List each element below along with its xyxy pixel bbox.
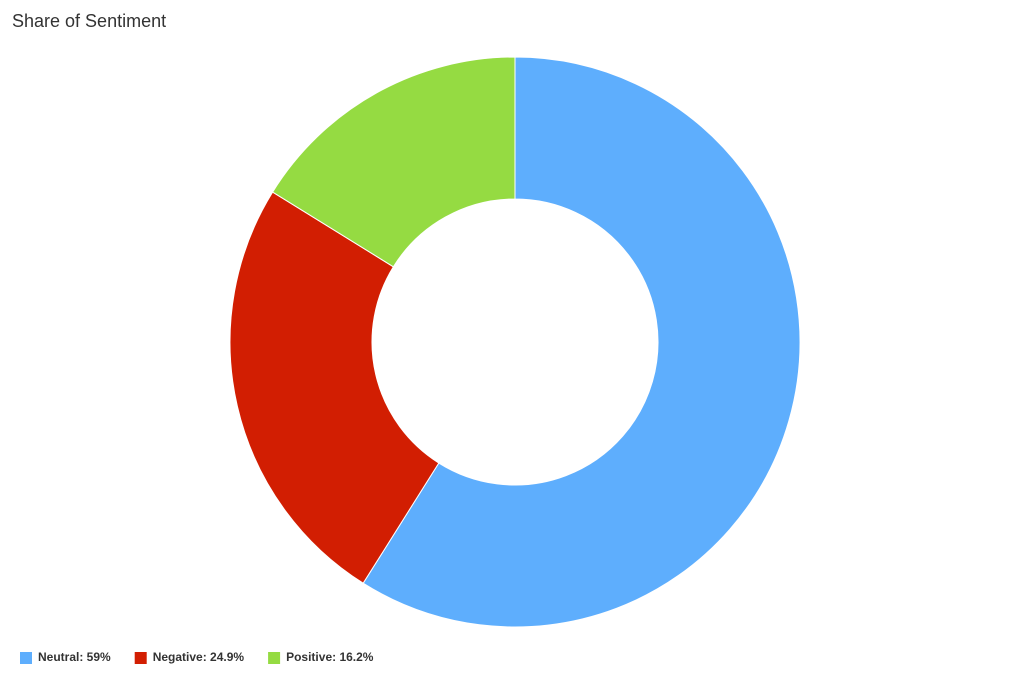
donut-slice bbox=[271, 56, 516, 268]
legend-label: Negative: 24.9% bbox=[153, 650, 245, 664]
legend-swatch bbox=[268, 652, 281, 664]
legend-swatch bbox=[134, 652, 147, 664]
donut-slice bbox=[229, 191, 440, 584]
legend-swatch bbox=[20, 652, 32, 664]
legend-label: Neutral: 59% bbox=[38, 650, 111, 664]
legend-label: Positive: 16.2% bbox=[286, 650, 374, 664]
chart-title: Share of Sentiment bbox=[12, 11, 166, 31]
donut-slice bbox=[362, 56, 801, 628]
